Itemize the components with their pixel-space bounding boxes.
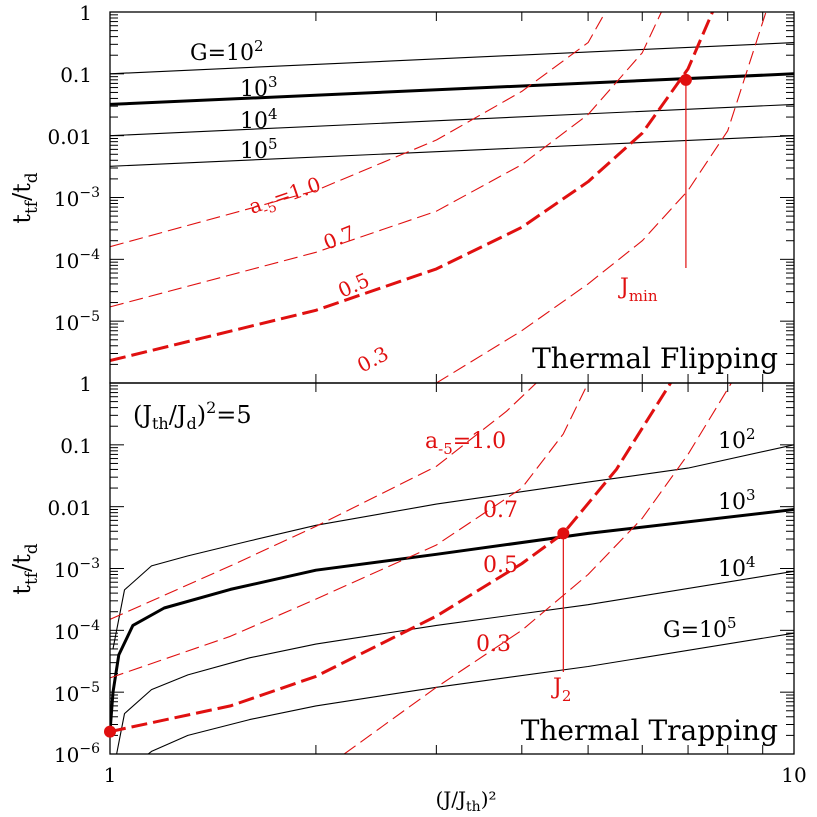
bottom-ytick-0.01: 0.01 bbox=[47, 496, 92, 520]
top-ytick-1e-3: 10−3 bbox=[54, 185, 100, 211]
bottom-ytick-1e-4: 10−4 bbox=[54, 618, 100, 644]
top-ytick-0.01: 0.01 bbox=[47, 125, 92, 149]
top-label-a10: a-5=1.0 bbox=[246, 172, 325, 223]
jmin-point bbox=[679, 73, 692, 86]
series-line-4 bbox=[110, 12, 606, 248]
bottom-ytick-1e-6: 10−6 bbox=[54, 741, 100, 767]
bottom-label-j2: J2 bbox=[551, 675, 571, 705]
top-panel-ticks bbox=[109, 12, 795, 384]
top-label-g4: 104 bbox=[240, 105, 278, 134]
bottom-ytick-0.1: 0.1 bbox=[60, 434, 92, 458]
series-line-0 bbox=[112, 444, 794, 650]
top-label-g3: 103 bbox=[240, 73, 278, 102]
series-line-6 bbox=[110, 383, 672, 734]
top-panel-title: Thermal Flipping bbox=[532, 342, 778, 375]
bottom-subtitle: (Jth/Jd)2=5 bbox=[133, 398, 252, 433]
series-line-7 bbox=[343, 383, 732, 754]
bottom-label-g4: 104 bbox=[718, 553, 756, 582]
series-line-4 bbox=[110, 383, 537, 620]
series-line-7 bbox=[436, 12, 767, 383]
xtick-10: 10 bbox=[781, 763, 806, 787]
top-label-g5: 105 bbox=[240, 135, 278, 164]
bottom-ytick-1e-3: 10−3 bbox=[54, 556, 100, 582]
bottom-label-g5: G=105 bbox=[663, 614, 737, 643]
top-panel-series bbox=[110, 12, 794, 383]
j2-point bbox=[557, 527, 570, 540]
bottom-label-g3: 103 bbox=[718, 486, 756, 515]
top-ytick-1: 1 bbox=[79, 1, 92, 25]
top-label-g2: G=102 bbox=[190, 37, 264, 66]
series-line-0 bbox=[110, 42, 794, 75]
top-ytick-1e-5: 10−5 bbox=[54, 309, 100, 335]
top-y-axis-label: ttf/td bbox=[8, 172, 42, 224]
top-label-a03: 0.3 bbox=[353, 341, 392, 377]
top-label-jmin: Jmin bbox=[618, 275, 658, 305]
bottom-panel-title: Thermal Trapping bbox=[521, 714, 778, 747]
bottom-label-a03: 0.3 bbox=[476, 632, 511, 657]
bottom-panel-frame bbox=[109, 382, 795, 755]
x-axis-label: (J/Jth)² bbox=[435, 787, 496, 815]
bottom-label-a10: a-5=1.0 bbox=[425, 429, 506, 458]
bottom-label-a05: 0.5 bbox=[483, 553, 518, 578]
series-line-5 bbox=[110, 12, 662, 308]
bottom-y-axis-label: ttf/td bbox=[8, 543, 42, 595]
bottom-ytick-1e-5: 10−5 bbox=[54, 680, 100, 706]
series-line-1 bbox=[110, 508, 794, 732]
top-panel-frame bbox=[109, 11, 795, 384]
series-line-2 bbox=[116, 570, 794, 754]
top-ytick-1e-4: 10−4 bbox=[54, 247, 100, 273]
series-line-2 bbox=[110, 103, 794, 137]
series-line-5 bbox=[110, 383, 589, 679]
bottom-label-g2: 102 bbox=[718, 425, 756, 454]
series-line-3 bbox=[110, 135, 794, 167]
bottom-label-a07: 0.7 bbox=[483, 498, 518, 523]
bottom-ytick-1: 1 bbox=[79, 372, 92, 396]
top-label-a05: 0.5 bbox=[334, 268, 373, 303]
start-point bbox=[104, 725, 116, 738]
series-line-3 bbox=[147, 632, 794, 754]
top-ytick-0.1: 0.1 bbox=[60, 63, 92, 87]
xtick-1: 1 bbox=[104, 763, 117, 787]
